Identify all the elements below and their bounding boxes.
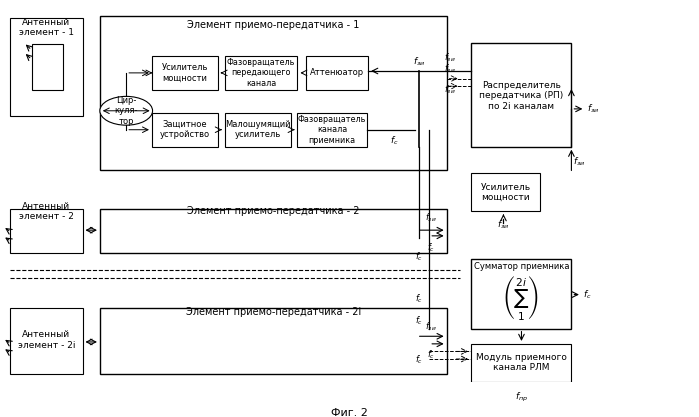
Bar: [10, 209, 82, 253]
Text: $f_{зи}$: $f_{зи}$: [444, 51, 456, 64]
Text: Фиг. 2: Фиг. 2: [331, 408, 368, 417]
Bar: [298, 113, 367, 147]
Text: Модуль приемного
канала РЛМ: Модуль приемного канала РЛМ: [476, 353, 567, 372]
Bar: [224, 56, 298, 90]
Text: Элемент приемо-передатчика - 2: Элемент приемо-передатчика - 2: [187, 206, 359, 216]
Text: Антенный
элемент - 2: Антенный элемент - 2: [19, 201, 74, 221]
Text: $f_{c}$: $f_{c}$: [427, 348, 435, 361]
Text: Аттенюатор: Аттенюатор: [310, 68, 364, 78]
Bar: [471, 259, 571, 329]
Text: Усилитель
мощности: Усилитель мощности: [161, 63, 208, 83]
Text: Фазовращатель
передающего
канала: Фазовращатель передающего канала: [227, 58, 295, 88]
Text: $\left(\sum_{1}^{2i}\right)$: $\left(\sum_{1}^{2i}\right)$: [503, 274, 540, 322]
Text: Цир-
куля-
тор: Цир- куля- тор: [115, 96, 138, 126]
Text: $f_{зи}$: $f_{зи}$: [444, 63, 456, 75]
Bar: [10, 308, 82, 374]
Bar: [224, 113, 291, 147]
Bar: [100, 308, 447, 374]
Text: $f_{зи}$: $f_{зи}$: [426, 212, 437, 224]
Text: Защитное
устройство: Защитное устройство: [160, 120, 210, 139]
Text: Сумматор приемника: Сумматор приемника: [474, 262, 569, 271]
Bar: [10, 18, 82, 116]
Text: $f_{зи}$: $f_{зи}$: [572, 156, 585, 168]
Circle shape: [100, 96, 152, 125]
Text: Антенный
элемент - 2i: Антенный элемент - 2i: [17, 330, 75, 350]
Text: $f_{зи}$: $f_{зи}$: [497, 219, 510, 231]
Text: Антенный
элемент - 1: Антенный элемент - 1: [19, 18, 74, 38]
Bar: [471, 173, 540, 211]
Text: $f_{c}$: $f_{c}$: [583, 288, 592, 301]
Bar: [306, 56, 368, 90]
Text: $f_{зи}$: $f_{зи}$: [444, 84, 456, 96]
Text: Фазовращатель
канала
приемника: Фазовращатель канала приемника: [298, 115, 366, 145]
Text: $f_{зи}$: $f_{зи}$: [586, 103, 599, 115]
Text: $f_{зи}$: $f_{зи}$: [426, 321, 437, 333]
Text: Распределитель
передатчика (РП)
по 2i каналам: Распределитель передатчика (РП) по 2i ка…: [480, 81, 563, 111]
Text: $f_{c}$: $f_{c}$: [415, 251, 423, 263]
Bar: [471, 344, 571, 382]
Text: $f_{c}$: $f_{c}$: [415, 353, 423, 366]
Text: Элемент приемо-передатчика - 1: Элемент приемо-передатчика - 1: [187, 20, 359, 30]
Text: Малошумящий
усилитель: Малошумящий усилитель: [225, 120, 290, 139]
Text: $f_{c}$: $f_{c}$: [415, 315, 423, 327]
Text: $f_{зи}$: $f_{зи}$: [412, 55, 425, 68]
Text: $f_{c}$: $f_{c}$: [415, 292, 423, 305]
Text: $f_{c}$: $f_{c}$: [427, 241, 435, 254]
Text: Усилитель
мощности: Усилитель мощности: [480, 183, 531, 202]
Bar: [32, 45, 63, 90]
Text: $f_{пр}$: $f_{пр}$: [515, 391, 528, 404]
Text: $f_{c}$: $f_{c}$: [390, 134, 399, 147]
Bar: [100, 209, 447, 253]
Bar: [152, 113, 218, 147]
Bar: [100, 16, 447, 170]
Text: Элемент приемо-передатчика - 2i: Элемент приемо-передатчика - 2i: [186, 306, 361, 317]
Bar: [152, 56, 218, 90]
Bar: [471, 43, 571, 147]
